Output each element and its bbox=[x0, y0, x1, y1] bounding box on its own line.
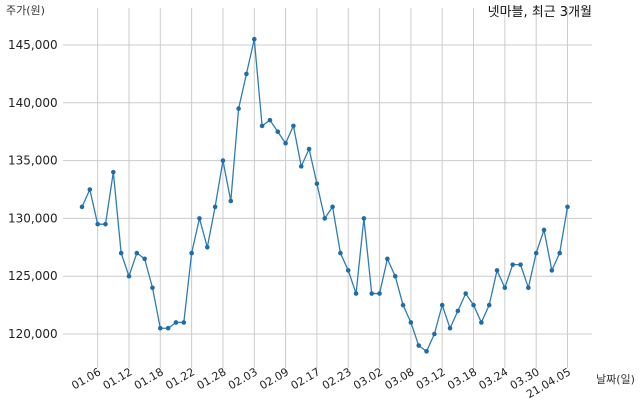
data-point bbox=[330, 204, 335, 210]
data-point bbox=[385, 256, 390, 262]
data-point bbox=[181, 320, 187, 325]
data-point bbox=[557, 250, 562, 256]
x-tick-label: 02.03 bbox=[226, 365, 260, 392]
data-point bbox=[361, 216, 367, 221]
data-point bbox=[408, 320, 414, 325]
data-point bbox=[392, 273, 398, 279]
data-point bbox=[79, 204, 85, 210]
data-point bbox=[283, 140, 288, 146]
data-point bbox=[479, 320, 484, 325]
data-point bbox=[267, 117, 273, 123]
price-series bbox=[79, 36, 570, 354]
data-point bbox=[486, 302, 492, 308]
data-point bbox=[424, 349, 429, 354]
y-tick-label: 120,000 bbox=[8, 327, 58, 341]
data-point bbox=[439, 302, 445, 308]
data-point bbox=[134, 250, 140, 256]
data-point bbox=[502, 285, 508, 291]
y-tick-label: 125,000 bbox=[8, 269, 58, 283]
data-point bbox=[533, 250, 539, 256]
data-point bbox=[87, 187, 93, 192]
x-tick-label: 02.23 bbox=[320, 365, 354, 392]
y-tick-label: 140,000 bbox=[8, 96, 58, 110]
y-tick-label: 130,000 bbox=[8, 211, 58, 225]
x-tick-label: 01.22 bbox=[163, 365, 197, 392]
data-point bbox=[95, 221, 100, 227]
data-point bbox=[298, 164, 304, 169]
data-point bbox=[565, 204, 570, 210]
x-axis-label: 날짜(일) bbox=[596, 372, 635, 386]
data-point bbox=[306, 146, 312, 152]
data-point bbox=[369, 291, 375, 296]
data-point bbox=[291, 123, 296, 129]
data-point bbox=[518, 262, 523, 267]
data-point bbox=[471, 302, 476, 308]
data-point bbox=[204, 245, 210, 250]
data-point bbox=[111, 169, 116, 175]
y-axis-label: 주가(원) bbox=[6, 4, 45, 17]
x-axis-ticks: 01.0601.1201.1801.2201.2802.0302.0902.17… bbox=[69, 365, 573, 401]
x-tick-label: 03.24 bbox=[477, 365, 511, 392]
data-point bbox=[103, 221, 108, 227]
y-tick-label: 135,000 bbox=[8, 154, 58, 168]
data-point bbox=[158, 325, 163, 331]
x-tick-label: 01.12 bbox=[101, 365, 135, 392]
data-point bbox=[338, 250, 343, 256]
data-point bbox=[432, 331, 437, 337]
data-point bbox=[447, 325, 453, 331]
data-point bbox=[455, 308, 461, 314]
data-point bbox=[244, 71, 249, 77]
data-point bbox=[322, 216, 328, 221]
y-tick-label: 145,000 bbox=[8, 38, 58, 52]
x-tick-label: 03.12 bbox=[414, 365, 448, 392]
data-point bbox=[259, 123, 265, 129]
data-point bbox=[150, 285, 155, 291]
data-point bbox=[118, 250, 124, 256]
data-point bbox=[126, 273, 132, 279]
x-tick-label: 01.18 bbox=[132, 365, 166, 392]
x-tick-label: 01.06 bbox=[69, 365, 103, 392]
data-point bbox=[345, 268, 351, 273]
data-point bbox=[275, 129, 281, 134]
x-tick-label: 03.02 bbox=[351, 365, 385, 392]
y-axis-ticks: 120,000 125,000 130,000 135,000 140,000 145,0… bbox=[8, 38, 58, 341]
data-point bbox=[400, 302, 406, 308]
data-point bbox=[510, 262, 515, 267]
data-point bbox=[377, 291, 382, 296]
data-point bbox=[236, 106, 241, 111]
data-point bbox=[197, 216, 202, 221]
data-point bbox=[173, 320, 179, 325]
data-point bbox=[228, 198, 234, 204]
price-line bbox=[81, 39, 569, 353]
data-point bbox=[220, 158, 226, 163]
x-tick-label: 01.28 bbox=[195, 365, 229, 392]
data-point bbox=[212, 204, 218, 210]
data-point bbox=[353, 291, 359, 296]
x-tick-label: 02.17 bbox=[289, 365, 323, 392]
data-point bbox=[251, 36, 257, 42]
grid-lines bbox=[63, 8, 592, 368]
x-tick-label: 02.09 bbox=[257, 365, 291, 392]
data-point bbox=[549, 268, 555, 273]
data-point bbox=[494, 268, 500, 273]
data-point bbox=[541, 227, 547, 233]
data-point bbox=[463, 291, 469, 296]
data-point bbox=[526, 285, 531, 291]
data-point bbox=[142, 256, 147, 262]
x-tick-label: 03.08 bbox=[383, 365, 417, 392]
data-point bbox=[416, 343, 422, 348]
data-point bbox=[189, 250, 194, 256]
data-point bbox=[314, 181, 320, 187]
chart-title: 넷마블, 최근 3개월 bbox=[488, 5, 592, 20]
x-tick-label: 03.18 bbox=[445, 365, 479, 392]
data-point bbox=[165, 325, 171, 331]
